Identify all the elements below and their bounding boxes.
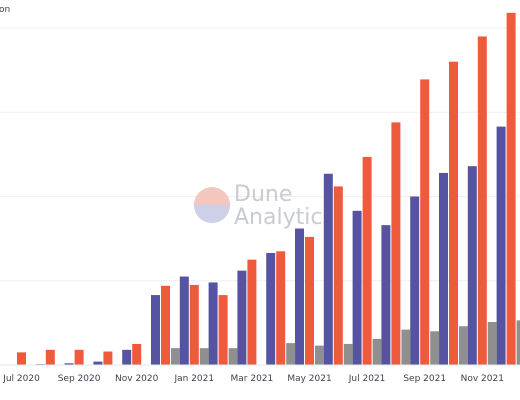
chart-title: on [0,5,10,15]
bar-series-2 [17,352,26,365]
bar-series-2 [247,259,257,365]
bar-series-2 [276,251,286,365]
bar-series-2 [74,349,84,365]
bar-series-2 [218,295,228,365]
dune-logo-icon [194,187,230,223]
bar-series-3 [401,329,411,365]
bar-series-1 [93,361,103,365]
watermark-line1: Dune [234,182,292,207]
bar-series-1 [467,166,477,365]
bar-series-2 [477,36,487,366]
x-tick-label: May 2021 [287,374,331,384]
bar-series-2 [189,284,199,365]
bar-series-1 [439,172,448,365]
x-tick-label: Nov 2021 [461,374,504,384]
bar-series-2 [449,61,458,365]
bar-series-2 [506,12,516,366]
bar-series-3 [430,331,440,365]
bar-series-1 [179,276,189,365]
bar-series-1 [295,228,304,365]
dune-analytics-watermark: Dune Analytics [194,182,334,230]
bar-series-2 [161,285,170,365]
bar-series-1 [323,173,333,365]
bar-series-1 [381,225,391,365]
bar-series-3 [286,343,296,365]
bar-series-1 [122,349,132,365]
x-tick-label: Jul 2020 [2,374,40,384]
bar-series-3 [487,322,497,365]
bar-series-3 [171,348,180,365]
x-tick-label: Sep 2021 [403,374,446,384]
bar-series-3 [372,338,382,365]
bar-series-2 [132,343,142,365]
bar-series-3 [343,343,353,365]
x-tick-label: Nov 2020 [115,374,159,384]
bar-series-1 [151,295,160,365]
bar-series-1 [496,126,506,365]
x-tick-label: Jan 2021 [173,374,214,384]
bar-series-3 [516,320,520,365]
x-tick-label: Sep 2020 [58,374,101,384]
bar-series-1 [64,363,74,365]
gridlines [0,27,520,282]
bar-series-1 [208,282,218,365]
x-axis-ticks: Jul 2020 Sep 2020 Nov 2020 Jan 2021 Mar 2021… [2,374,504,384]
bar-series-2 [362,156,372,365]
watermark-line2: Analytics [234,205,334,230]
x-tick-label: Jul 2021 [348,374,386,384]
bar-series-2 [420,79,430,365]
bar-series-1 [237,270,247,365]
bar-series-3 [315,345,324,365]
bar-series-2 [391,122,401,365]
bar-series-2 [45,349,55,365]
bar-series-2 [103,351,113,365]
bar-series-2 [305,236,314,365]
x-tick-label: Mar 2021 [231,374,274,384]
bar-series-3 [228,348,238,365]
bar-series-1 [352,210,362,365]
bars [17,12,520,366]
bar-series-1 [410,196,420,365]
bar-series-3 [199,348,209,365]
bar-series-1 [266,252,276,365]
bar-series-2 [333,186,343,365]
bar-series-3 [459,326,468,365]
